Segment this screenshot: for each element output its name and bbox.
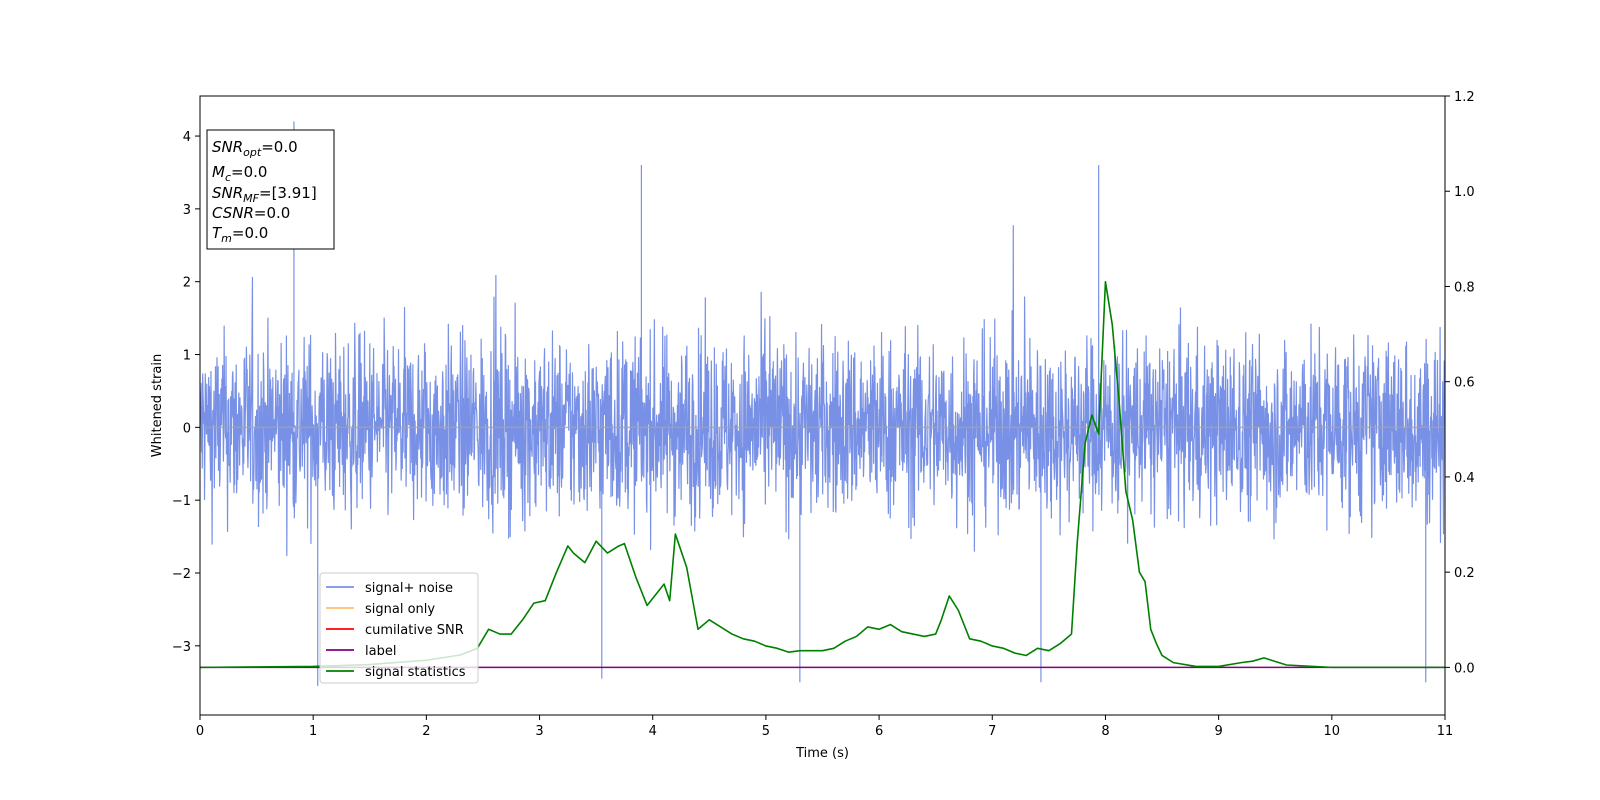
legend-frame (319, 572, 479, 684)
y-tick-label: 1 (183, 349, 191, 364)
stats-box-frame (206, 129, 335, 250)
y2-tick-label: 1.0 (1454, 185, 1475, 200)
y2-tick-label: 0.8 (1454, 280, 1475, 295)
x-tick-label: 7 (988, 724, 996, 739)
x-tick-label: 8 (1101, 724, 1109, 739)
x-tick-label: 3 (535, 724, 543, 739)
stats-line: Mc=0.0 (212, 163, 267, 184)
plot-frame (199, 95, 1446, 716)
x-tick-label: 5 (762, 724, 770, 739)
y-tick-label: 3 (183, 203, 191, 218)
stats-line: Tm=0.0 (212, 224, 268, 245)
stats-line: CSNR=0.0 (212, 204, 290, 222)
y2-tick-label: 0.2 (1454, 566, 1475, 581)
y2-tick-label: 0.4 (1454, 471, 1475, 486)
stats-line: SNRMF=[3.91] (212, 184, 317, 205)
y-tick-label: −3 (172, 640, 191, 655)
legend-entry: label (365, 644, 396, 659)
x-tick-label: 11 (1437, 724, 1454, 739)
signal-statistics-line (199, 280, 1445, 669)
signal-noise-line (199, 225, 1446, 557)
legend-entry: cumilative SNR (365, 623, 464, 638)
y2-tick-label: 1.2 (1454, 90, 1475, 105)
x-tick-label: 2 (422, 724, 430, 739)
y-tick-label: 0 (183, 421, 191, 436)
x-axis-label: Time (s) (795, 746, 849, 761)
y2-tick-label: 0.6 (1454, 376, 1475, 391)
x-tick-label: 4 (649, 724, 657, 739)
x-tick-label: 0 (196, 724, 204, 739)
x-axis-ticks: 0 1 2 3 4 5 6 7 8 9 10 11 (196, 715, 1453, 739)
y-tick-label: 2 (183, 276, 191, 291)
legend-entry: signal only (365, 602, 435, 617)
x-tick-label: 6 (875, 724, 883, 739)
legend-entry: signal statistics (365, 665, 466, 680)
y-axis-label: Whitened strain (150, 354, 165, 457)
x-tick-label: 9 (1214, 724, 1222, 739)
legend: signal+ noise signal only cumilative SNR la… (319, 572, 479, 684)
stats-line: SNRopt=0.0 (212, 138, 298, 159)
y-tick-label: −2 (172, 567, 191, 582)
legend-entry: signal+ noise (365, 581, 453, 596)
y-tick-label: 4 (183, 130, 191, 145)
series-signal-noise (199, 121, 1446, 686)
x-tick-label: 1 (309, 724, 317, 739)
y-tick-label: −1 (172, 494, 191, 509)
y2-axis-ticks: 0.0 0.2 0.4 0.6 0.8 1.0 1.2 (1445, 90, 1475, 676)
y2-tick-label: 0.0 (1454, 661, 1475, 676)
x-tick-label: 10 (1324, 724, 1341, 739)
y-axis-ticks: −3 −2 −1 0 1 2 3 4 (172, 130, 200, 655)
